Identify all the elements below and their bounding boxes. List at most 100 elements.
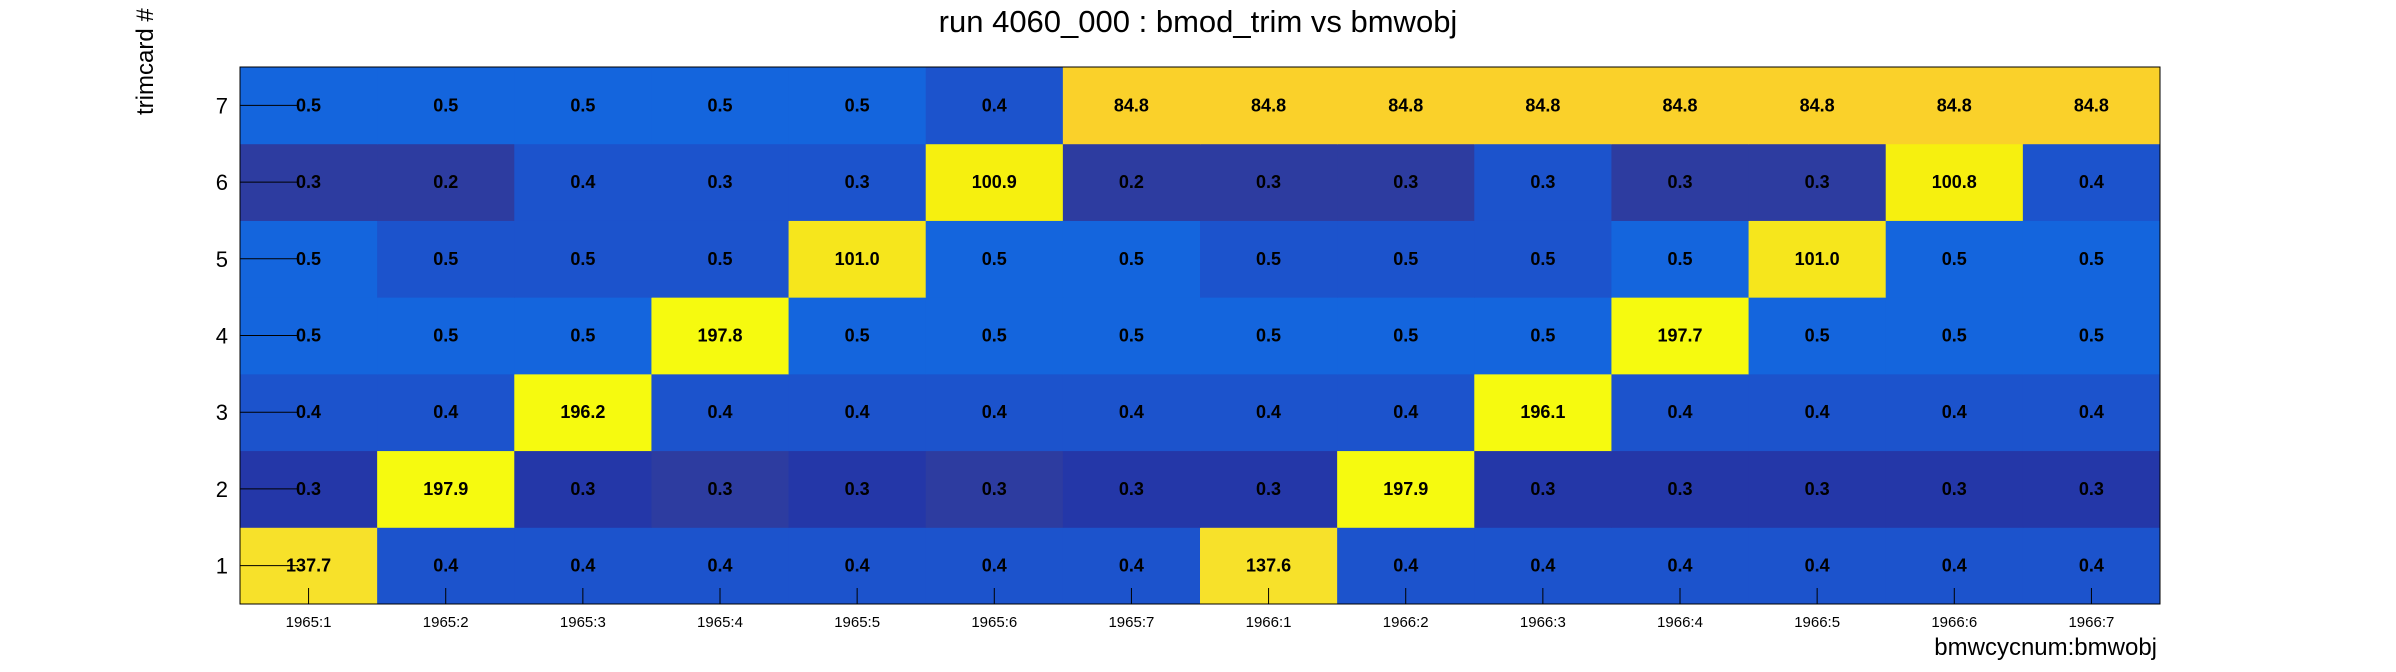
heatmap-cell: [1337, 67, 1475, 145]
cell-value-label: 0.4: [2079, 402, 2104, 422]
cell-value-label: 0.5: [707, 95, 732, 115]
y-tick-label: 3: [216, 400, 228, 425]
heatmap-cell: [1885, 67, 2024, 145]
cell-value-label: 0.3: [1667, 172, 1692, 192]
cell-value-label: 197.9: [423, 479, 468, 499]
heatmap-cell: [2022, 373, 2161, 452]
cell-value-label: 0.4: [1393, 556, 1418, 576]
cell-value-label: 0.3: [845, 479, 870, 499]
heatmap-cell: [788, 450, 927, 528]
heatmap-cell: [514, 297, 652, 375]
cell-value-label: 0.3: [1942, 479, 1967, 499]
cell-value-label: 197.9: [1383, 479, 1428, 499]
cell-value-label: 0.4: [707, 402, 732, 422]
cell-value-label: 0.4: [1805, 556, 1830, 576]
x-tick-label: 1965:1: [286, 614, 332, 631]
cell-value-label: 0.5: [1256, 326, 1281, 346]
heatmap-cell: [651, 450, 790, 528]
cell-value-label: 0.4: [1942, 556, 1967, 576]
cell-labels: 137.7 0.4 0.4 0.4 0.4 0.4 0.4 137.6 0.4 0.4 0.4 0.4…: [286, 95, 2109, 575]
x-tick-label: 1965:6: [971, 614, 1017, 631]
cell-value-label: 0.3: [1805, 479, 1830, 499]
heatmap-cell: [2022, 220, 2161, 298]
cell-value-label: 0.5: [1942, 326, 1967, 346]
x-tick-label: 1966:2: [1383, 614, 1429, 631]
heatmap-cell: [1337, 220, 1475, 298]
cell-value-label: 84.8: [1251, 95, 1286, 115]
heatmap-cell: [651, 220, 790, 298]
cell-value-label: 84.8: [1937, 95, 1972, 115]
heatmap-cell: [1200, 67, 1338, 145]
y-tick-label: 7: [216, 93, 228, 118]
cell-value-label: 101.0: [835, 249, 880, 269]
cell-value-label: 84.8: [1525, 95, 1560, 115]
cell-value-label: 196.1: [1520, 402, 1565, 422]
heatmap-cell: [925, 67, 1064, 145]
heatmap-cell: [1611, 450, 1750, 528]
heatmap-cell: [788, 143, 927, 221]
cell-value-label: 0.5: [1393, 326, 1418, 346]
y-tick-label: 5: [216, 247, 228, 272]
cell-value-label: 0.4: [1119, 556, 1144, 576]
cell-value-label: 0.5: [2079, 249, 2104, 269]
cell-value-label: 0.5: [1256, 249, 1281, 269]
heatmap-cell: [1200, 373, 1338, 452]
cell-value-label: 0.4: [1393, 402, 1418, 422]
x-tick-label: 1966:5: [1794, 614, 1840, 631]
cell-value-label: 0.5: [570, 95, 595, 115]
cell-value-label: 84.8: [1114, 95, 1149, 115]
cell-value-label: 0.4: [982, 402, 1007, 422]
heatmap-cell: [1062, 143, 1201, 221]
cell-value-label: 0.4: [433, 556, 458, 576]
cell-value-label: 0.5: [1805, 326, 1830, 346]
heatmap-cell: [377, 67, 515, 145]
heatmap-cell: [1748, 450, 1887, 528]
heatmap-cell: [1200, 143, 1338, 221]
cell-value-label: 0.5: [433, 249, 458, 269]
cell-value-label: 0.4: [2079, 556, 2104, 576]
cell-value-label: 0.5: [1667, 249, 1692, 269]
cell-value-label: 0.4: [845, 556, 870, 576]
heatmap-cell: [1611, 67, 1750, 145]
x-tick-label: 1966:1: [1246, 614, 1292, 631]
cell-value-label: 101.0: [1795, 249, 1840, 269]
heatmap-cell: [2022, 143, 2161, 221]
heatmap-cell: [925, 297, 1064, 375]
x-tick-label: 1965:3: [560, 614, 606, 631]
heatmap-cell: [1474, 67, 1612, 145]
cell-value-label: 0.3: [845, 172, 870, 192]
heatmap-cell: [1474, 450, 1612, 528]
heatmap-cell: [1337, 297, 1475, 375]
cell-value-label: 0.3: [707, 172, 732, 192]
x-tick-label: 1966:4: [1657, 614, 1703, 631]
heatmap-cell: [925, 450, 1064, 528]
cell-value-label: 0.4: [1805, 402, 1830, 422]
cell-value-label: 0.5: [845, 95, 870, 115]
cell-value-label: 100.8: [1932, 172, 1977, 192]
cell-value-label: 0.5: [1119, 249, 1144, 269]
heatmap-cell: [925, 220, 1064, 298]
cell-value-label: 0.4: [2079, 172, 2104, 192]
heatmap-cell: [377, 297, 515, 375]
heatmap-cell: [1748, 220, 1887, 298]
cell-value-label: 137.7: [286, 556, 331, 576]
cell-value-label: 0.4: [1667, 402, 1692, 422]
heatmap-cell: [1611, 220, 1750, 298]
heatmap-cell: [651, 67, 790, 145]
cell-value-label: 0.4: [570, 556, 595, 576]
axes: [239, 66, 2161, 605]
cell-value-label: 137.6: [1246, 556, 1291, 576]
cell-value-label: 0.5: [1119, 326, 1144, 346]
cell-value-label: 84.8: [1800, 95, 1835, 115]
heatmap-cell: [651, 297, 790, 375]
heatmap-cell: [1474, 297, 1612, 375]
heatmap-cell: [377, 373, 515, 452]
cell-value-label: 0.4: [296, 402, 321, 422]
heatmap-cell: [514, 67, 652, 145]
cell-value-label: 0.3: [1805, 172, 1830, 192]
heatmap-cell: [925, 143, 1064, 221]
cell-value-label: 0.3: [982, 479, 1007, 499]
heatmap-cell: [925, 373, 1064, 452]
cell-value-label: 0.5: [296, 326, 321, 346]
cell-value-label: 0.4: [982, 95, 1007, 115]
